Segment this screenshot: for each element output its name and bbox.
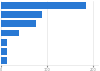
Bar — [1, 11, 42, 18]
Bar — [1, 57, 6, 64]
Bar — [1, 20, 36, 27]
Bar — [1, 48, 6, 55]
Bar — [1, 30, 20, 36]
Bar — [1, 39, 8, 46]
Bar — [1, 2, 86, 9]
